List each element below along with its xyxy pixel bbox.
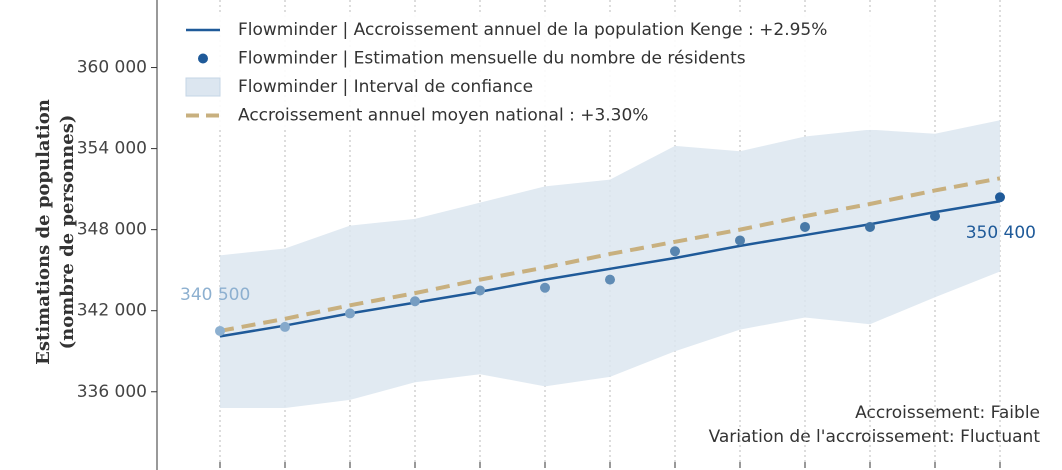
confidence-band (220, 120, 1000, 408)
point (215, 325, 225, 336)
y-tick-label: 336 000 (77, 382, 147, 402)
legend-label: Flowminder | Estimation mensuelle du nom… (238, 49, 746, 69)
point (410, 296, 420, 307)
point (995, 192, 1005, 203)
y-tick-label: 342 000 (77, 301, 147, 321)
point (605, 274, 615, 285)
legend-label: Accroissement annuel moyen national : +3… (238, 106, 648, 126)
y-tick-label: 354 000 (77, 139, 147, 159)
legend-symbol (185, 77, 221, 97)
data-label: 350 400 (966, 223, 1036, 243)
point (735, 235, 745, 246)
point (280, 321, 290, 332)
point (930, 211, 940, 222)
point (865, 221, 875, 232)
y-axis-label: (nombre de personnes) (57, 115, 78, 350)
annotation: Accroissement: Faible (855, 403, 1040, 423)
point (345, 308, 355, 319)
y-tick-label: 348 000 (77, 220, 147, 240)
point (800, 221, 810, 232)
y-tick-label: 360 000 (77, 58, 147, 78)
legend-box (169, 12, 889, 130)
legend-symbol (198, 53, 208, 64)
point (670, 246, 680, 257)
national-line (219, 176, 1001, 333)
data-label: 340 500 (180, 285, 250, 305)
legend-label: Flowminder | Interval de confiance (238, 77, 533, 97)
point (540, 282, 550, 293)
annotation: Variation de l'accroissement: Fluctuant (709, 427, 1041, 447)
point (475, 285, 485, 296)
legend-label: Flowminder | Accroissement annuel de la … (238, 20, 827, 40)
y-axis-label: Estimations de population (33, 99, 54, 365)
